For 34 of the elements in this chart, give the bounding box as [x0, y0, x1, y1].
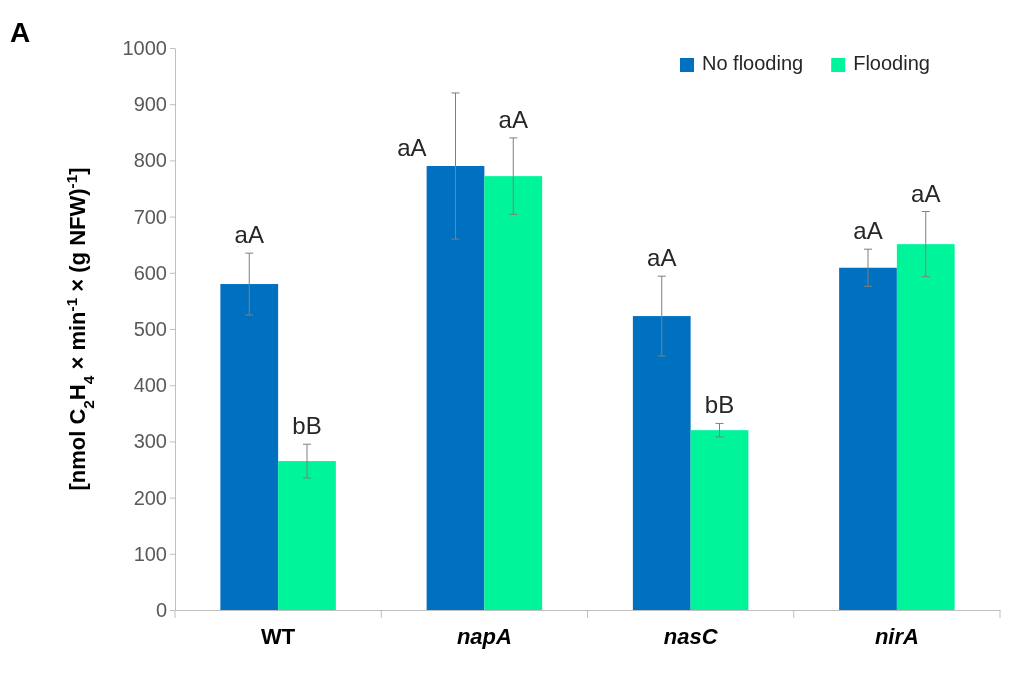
bar [426, 166, 485, 610]
data-label: aA [647, 244, 677, 272]
y-tick-label: 800 [133, 149, 167, 172]
bar [220, 284, 279, 610]
legend-label: Flooding [853, 52, 930, 74]
data-label: aA [911, 179, 941, 207]
y-tick-label: 700 [133, 205, 167, 228]
x-tick-label: nirA [874, 623, 919, 649]
x-tick-label: napA [456, 623, 512, 649]
chart-title: A [10, 17, 31, 48]
y-tick-label: 300 [133, 430, 167, 453]
y-tick-label: 500 [133, 317, 167, 340]
data-label: aA [397, 134, 427, 162]
y-tick-label: 600 [133, 261, 167, 284]
data-label: bB [292, 412, 322, 440]
x-tick-label: WT [261, 623, 296, 649]
y-tick-label: 100 [133, 542, 167, 565]
bar [839, 267, 897, 610]
bar [690, 430, 749, 610]
bar [484, 176, 543, 610]
data-label: aA [498, 105, 528, 133]
bar [278, 461, 336, 610]
data-label: aA [234, 221, 264, 249]
y-tick-label: 1000 [122, 36, 167, 59]
y-tick-label: 0 [155, 598, 167, 621]
y-tick-label: 200 [133, 486, 167, 509]
y-tick-label: 400 [133, 374, 167, 397]
legend-label: No flooding [702, 52, 804, 74]
bar [896, 244, 955, 610]
data-label: bB [704, 391, 735, 419]
y-tick-label: 900 [133, 93, 167, 116]
data-label: aA [853, 217, 883, 245]
x-tick-label: nasC [663, 623, 719, 649]
bar [632, 316, 691, 610]
